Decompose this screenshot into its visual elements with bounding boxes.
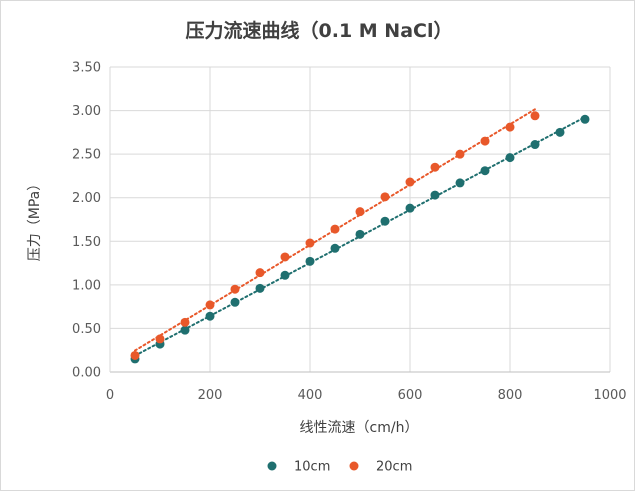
legend-label-10cm: 10cm — [294, 460, 330, 475]
x-tick-label: 1000 — [593, 388, 626, 403]
data-point-10cm — [255, 283, 265, 293]
data-point-10cm — [480, 166, 490, 176]
data-point-20cm — [430, 162, 440, 172]
data-point-10cm — [580, 114, 590, 124]
data-point-10cm — [230, 297, 240, 307]
data-point-10cm — [405, 203, 415, 213]
data-point-20cm — [505, 122, 515, 132]
y-tick-label: 0.00 — [72, 366, 101, 381]
data-point-10cm — [555, 127, 565, 137]
data-point-20cm — [180, 317, 190, 327]
data-point-10cm — [330, 243, 340, 253]
chart-title: 压力流速曲线（0.1 M NaCl） — [186, 19, 453, 42]
data-point-20cm — [255, 268, 265, 278]
trendline-20cm — [134, 108, 536, 352]
y-tick-label: 1.00 — [72, 278, 101, 293]
legend-marker-20cm — [349, 461, 359, 471]
axes: 0.00 0.50 1.00 1.50 2.00 2.50 3.00 3.50 0 200 400 6… — [72, 61, 627, 404]
y-tick-label: 3.50 — [72, 61, 101, 76]
y-tick-label: 2.50 — [72, 148, 101, 163]
data-point-10cm — [505, 153, 515, 163]
y-tick-label: 1.50 — [72, 235, 101, 250]
data-point-10cm — [305, 256, 315, 266]
legend-label-20cm: 20cm — [376, 460, 412, 475]
data-point-10cm — [455, 178, 465, 188]
data-point-20cm — [280, 252, 290, 262]
data-point-20cm — [305, 238, 315, 248]
gridlines — [110, 66, 611, 372]
x-axis-title: 线性流速（cm/h） — [300, 420, 419, 436]
y-tick-label: 3.00 — [72, 104, 101, 119]
legend-marker-10cm — [267, 461, 277, 471]
data-point-20cm — [155, 334, 165, 344]
data-point-10cm — [280, 270, 290, 280]
x-tick-label: 800 — [498, 388, 523, 403]
data-point-10cm — [380, 216, 390, 226]
data-point-20cm — [230, 284, 240, 294]
data-point-20cm — [405, 177, 415, 187]
data-point-20cm — [530, 111, 540, 121]
data-point-10cm — [355, 229, 365, 239]
x-tick-label: 600 — [398, 388, 423, 403]
data-points — [130, 111, 590, 364]
data-point-20cm — [355, 207, 365, 217]
x-tick-label: 200 — [198, 388, 223, 403]
data-point-20cm — [455, 149, 465, 159]
legend: 10cm 20cm — [267, 460, 412, 475]
data-point-10cm — [180, 325, 190, 335]
data-point-20cm — [205, 300, 215, 310]
data-point-20cm — [480, 136, 490, 146]
data-point-20cm — [380, 192, 390, 202]
data-point-10cm — [430, 190, 440, 200]
data-point-10cm — [205, 311, 215, 321]
x-tick-label: 400 — [298, 388, 323, 403]
x-tick-label: 0 — [106, 388, 114, 403]
y-axis-title: 压力（MPa） — [27, 177, 43, 261]
data-point-10cm — [530, 140, 540, 150]
y-tick-label: 0.50 — [72, 322, 101, 337]
data-point-20cm — [130, 350, 140, 360]
data-point-20cm — [330, 224, 340, 234]
y-tick-label: 2.00 — [72, 191, 101, 206]
